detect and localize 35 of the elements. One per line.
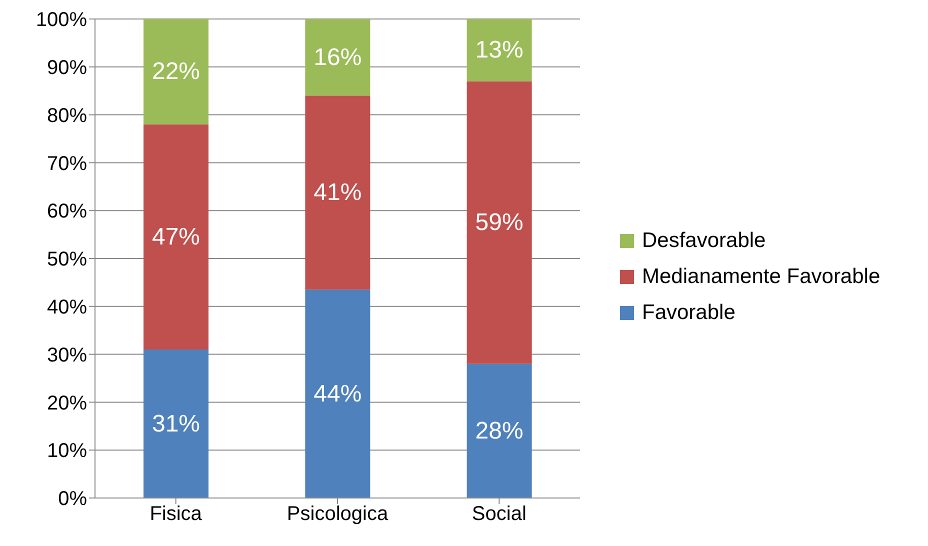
legend-label: Desfavorable (642, 229, 766, 253)
y-tick-label: 30% (46, 344, 88, 366)
data-label: 59% (475, 209, 524, 236)
y-tick-label: 80% (46, 104, 88, 127)
x-tick-label: Psicologica (286, 503, 389, 526)
y-tick-label: 100% (36, 9, 88, 32)
data-label: 13% (475, 36, 524, 64)
bar (144, 124, 208, 350)
bar (144, 19, 208, 124)
bar (466, 364, 532, 498)
y-tick-label: 90% (46, 57, 88, 79)
x-tick-label: Social (472, 503, 526, 526)
bar (466, 19, 532, 82)
y-tick-label: 40% (46, 296, 88, 318)
y-tick-label: 70% (46, 152, 88, 175)
data-label: 44% (314, 380, 362, 408)
bar (305, 290, 370, 498)
y-tick-label: 20% (46, 392, 88, 414)
data-label: 22% (152, 58, 200, 86)
data-label: 16% (314, 44, 362, 71)
y-tick-label: 50% (46, 248, 88, 271)
data-label: 31% (152, 410, 200, 438)
legend-label: Favorable (642, 301, 736, 325)
y-tick-label: 0% (58, 488, 88, 510)
x-tick-label: Fisica (150, 503, 203, 526)
bar (466, 81, 532, 364)
bar (305, 96, 370, 290)
bar (305, 19, 370, 96)
legend-label: Medianamente Favorable (642, 265, 880, 289)
data-label: 47% (152, 223, 200, 250)
y-tick-label: 60% (46, 200, 88, 223)
data-label: 28% (475, 417, 524, 444)
data-label: 41% (314, 179, 362, 206)
bar (144, 350, 208, 498)
y-tick-label: 10% (46, 440, 88, 462)
